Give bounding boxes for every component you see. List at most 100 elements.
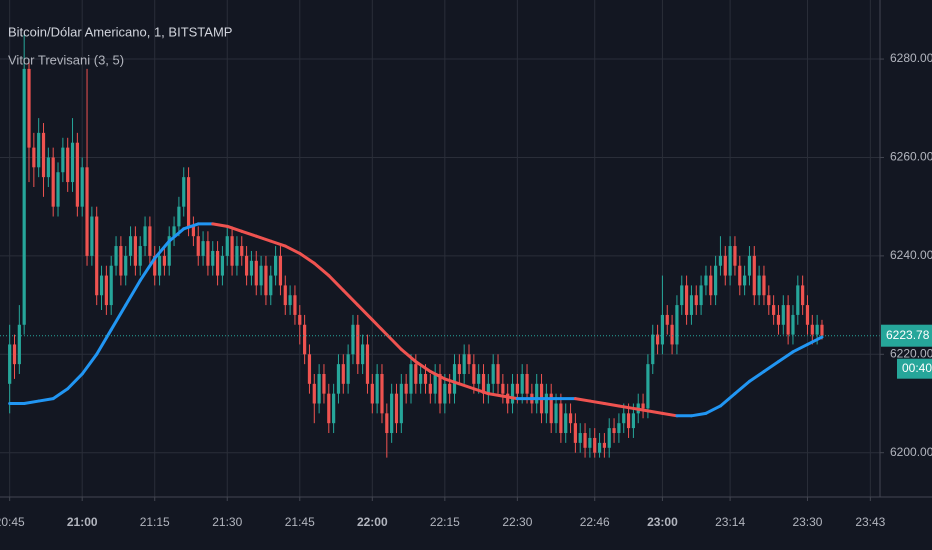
ma-segment	[370, 318, 389, 337]
ma-segment	[602, 402, 621, 408]
candle-body	[757, 275, 761, 296]
ma-segment	[167, 227, 186, 243]
candle-body	[254, 260, 258, 286]
candle-body	[148, 226, 152, 256]
x-tick-label: 23:00	[647, 515, 678, 529]
candle-body	[56, 172, 60, 207]
ma-segment	[791, 342, 809, 354]
candle-body	[641, 403, 645, 409]
candle-body	[786, 305, 790, 335]
candle-body	[709, 275, 713, 296]
ma-segment	[631, 406, 650, 413]
candle-body	[419, 373, 423, 384]
candle-body	[448, 383, 452, 394]
candle-body	[157, 255, 162, 276]
candle-body	[375, 373, 379, 404]
y-tick-label: 6220.00	[890, 346, 932, 360]
candle-body	[66, 147, 70, 183]
candle-body	[496, 364, 500, 384]
candle-body	[249, 260, 254, 276]
candle-body	[51, 157, 55, 207]
candle-body	[361, 344, 365, 365]
candle-body	[172, 226, 176, 237]
candle-body	[680, 285, 684, 306]
candle-body	[723, 255, 727, 276]
candle-body	[385, 413, 389, 434]
candle-body	[312, 383, 316, 404]
candle-body	[215, 250, 220, 276]
candle-body	[670, 324, 674, 345]
ma-segment	[356, 303, 374, 322]
candle-body	[37, 132, 41, 168]
candle-body	[743, 275, 747, 286]
candle-body	[477, 373, 481, 384]
ma-segment	[298, 251, 316, 265]
ma-segment	[211, 222, 229, 228]
candle-body	[588, 437, 592, 448]
candle-body	[549, 393, 553, 424]
candle-body	[356, 324, 360, 365]
ma-segment	[689, 411, 708, 418]
candle-body	[457, 364, 461, 374]
candle-body	[85, 167, 89, 256]
candle-body	[438, 373, 442, 404]
ma-segment	[660, 411, 679, 418]
candle-body	[452, 364, 457, 394]
ma-segment	[269, 239, 287, 248]
candle-body	[607, 428, 611, 448]
candle-body	[733, 246, 737, 266]
candle-body	[138, 246, 142, 266]
candle-body	[70, 142, 75, 183]
x-tick-label: 22:15	[430, 515, 460, 529]
y-tick-label: 6280.00	[890, 51, 932, 65]
candle-body	[124, 255, 128, 276]
ma-segment	[312, 261, 331, 278]
candle-body	[182, 177, 186, 207]
candle-body	[167, 236, 171, 266]
x-tick-label: 21:30	[212, 515, 242, 529]
x-tick-label: 22:46	[580, 515, 610, 529]
candle-body	[201, 241, 205, 256]
candle-body	[433, 373, 437, 394]
candle-body	[544, 393, 548, 414]
candle-body	[99, 275, 104, 296]
candle-body	[694, 295, 698, 306]
candle-body	[230, 236, 234, 266]
x-tick-label: 22:30	[502, 515, 532, 529]
ma-segment	[22, 399, 41, 406]
ma-segment	[428, 370, 447, 381]
y-tick-label: 6240.00	[890, 248, 932, 262]
candle-body	[665, 314, 669, 325]
candle-body	[728, 246, 732, 276]
candle-body	[573, 423, 577, 443]
countdown-tag	[897, 358, 932, 379]
candle-body	[303, 324, 307, 355]
ma-segment	[37, 397, 55, 403]
candle-body	[626, 413, 631, 429]
candle-body	[631, 413, 636, 429]
candle-body	[240, 246, 244, 256]
candle-body	[322, 373, 326, 394]
candle-body	[75, 142, 79, 207]
countdown-label: 00:40	[902, 361, 932, 375]
x-tick-label: 23:30	[792, 515, 822, 529]
candle-body	[810, 324, 814, 335]
candle-body	[12, 344, 17, 365]
ma-segment	[240, 229, 258, 238]
ma-segment	[327, 274, 345, 292]
candle-body	[472, 364, 476, 384]
candle-body	[196, 236, 200, 256]
candle-body	[714, 265, 718, 296]
candle-body	[211, 250, 215, 266]
candle-body	[501, 383, 505, 394]
candle-body	[515, 383, 519, 394]
y-tick-label: 6260.00	[890, 150, 932, 164]
candle-body	[298, 314, 302, 325]
candle-body	[796, 285, 800, 315]
candle-body	[718, 255, 723, 266]
candle-body	[370, 383, 374, 404]
candle-body	[22, 68, 26, 325]
x-tick-label: 22:00	[357, 515, 388, 529]
candle-body	[554, 403, 558, 424]
